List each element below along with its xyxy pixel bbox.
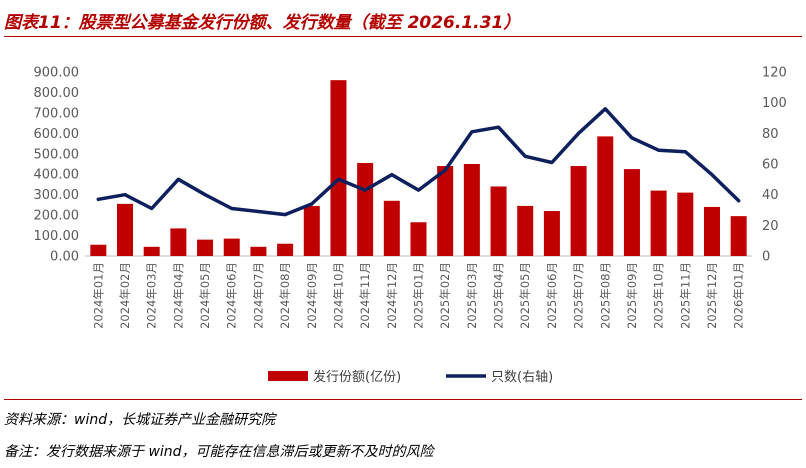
x-tick-label: 2024年07月 xyxy=(251,262,265,329)
x-tick-label: 2024年11月 xyxy=(358,262,372,329)
y-left-tick-label: 0.00 xyxy=(50,250,79,265)
legend-label-line: 只数(右轴) xyxy=(491,370,553,385)
bar xyxy=(90,244,107,256)
bar xyxy=(490,186,507,256)
x-tick-label: 2024年06月 xyxy=(225,262,239,329)
x-tick-label: 2024年02月 xyxy=(118,262,132,329)
bar xyxy=(383,200,400,256)
x-tick-label: 2025年05月 xyxy=(518,262,532,329)
chart: 0.00 100.00 200.00 300.00 400.00 500.00 600.00… xyxy=(34,66,787,386)
bar xyxy=(170,228,187,256)
bar xyxy=(623,169,640,256)
source-text: 资料来源：wind，长城证券产业金融研究院 xyxy=(4,412,276,428)
x-tick-label: 2025年09月 xyxy=(625,262,639,329)
bar xyxy=(357,162,374,256)
bar xyxy=(117,203,134,256)
series-line xyxy=(96,107,741,217)
note-text: 备注：发行数据来源于 wind，可能存在信息滞后或更新不及时的风险 xyxy=(4,444,434,460)
bar xyxy=(277,243,294,256)
bar xyxy=(197,239,214,256)
bar xyxy=(303,205,320,256)
y-left-tick-label: 100.00 xyxy=(34,229,80,244)
bar xyxy=(437,166,454,256)
x-tick-label: 2025年08月 xyxy=(598,262,612,329)
y-left-tick-label: 600.00 xyxy=(34,127,80,142)
y-right-tick-label: 20 xyxy=(762,219,779,234)
x-tick-label: 2024年12月 xyxy=(385,262,399,329)
x-tick-label: 2024年09月 xyxy=(305,262,319,329)
bar xyxy=(330,80,347,256)
y-right-tick-label: 60 xyxy=(762,158,779,173)
bar xyxy=(223,238,240,256)
y-right-tick-label: 0 xyxy=(762,250,770,265)
x-tick-label: 2024年03月 xyxy=(145,262,159,329)
y-left-tick-label: 400.00 xyxy=(34,168,80,183)
y-left-tick-label: 200.00 xyxy=(34,209,80,224)
bar xyxy=(703,206,720,256)
bar xyxy=(250,246,267,256)
x-tick-label: 2024年08月 xyxy=(278,262,292,329)
y-right-tick-label: 120 xyxy=(762,66,787,81)
y-right-tick-label: 100 xyxy=(762,96,787,111)
legend-label-bar: 发行份额(亿份) xyxy=(313,369,401,385)
x-tick-label: 2025年07月 xyxy=(572,262,586,329)
x-tick-label: 2025年11月 xyxy=(678,262,692,329)
bar xyxy=(143,246,160,256)
bar xyxy=(677,192,694,256)
bar xyxy=(517,205,534,256)
x-tick-label: 2025年01月 xyxy=(412,262,426,329)
footer-divider xyxy=(4,399,802,400)
x-tick-label: 2024年05月 xyxy=(198,262,212,329)
x-tick-label: 2025年04月 xyxy=(492,262,506,329)
x-tick-label: 2025年12月 xyxy=(705,262,719,329)
y-left-tick-label: 900.00 xyxy=(34,66,80,81)
x-tick-label: 2024年04月 xyxy=(171,262,185,329)
y-left-tick-label: 800.00 xyxy=(34,86,80,101)
x-tick-label: 2024年01月 xyxy=(91,262,105,329)
bar xyxy=(543,211,560,256)
x-tick-label: 2025年06月 xyxy=(545,262,559,329)
bar xyxy=(730,216,747,256)
bar xyxy=(463,164,480,256)
y-right-tick-label: 80 xyxy=(762,127,779,142)
x-tick-label: 2024年10月 xyxy=(331,262,345,329)
x-tick-label: 2026年01月 xyxy=(732,262,746,329)
y-left-tick-label: 500.00 xyxy=(34,147,80,162)
y-left-tick-label: 700.00 xyxy=(34,106,80,121)
y-left-tick-label: 300.00 xyxy=(34,188,80,203)
bar xyxy=(650,190,667,256)
x-tick-label: 2025年02月 xyxy=(438,262,452,329)
bar xyxy=(597,136,614,256)
bar xyxy=(410,222,427,256)
bar xyxy=(570,166,587,256)
x-tick-label: 2025年03月 xyxy=(465,262,479,329)
x-tick-label: 2025年10月 xyxy=(652,262,666,329)
y-right-tick-label: 40 xyxy=(762,188,779,203)
title-divider xyxy=(4,36,802,37)
chart-title: 图表11：股票型公募基金发行份额、发行数量（截至 2026.1.31） xyxy=(4,13,521,33)
legend-swatch-bar xyxy=(268,371,308,381)
